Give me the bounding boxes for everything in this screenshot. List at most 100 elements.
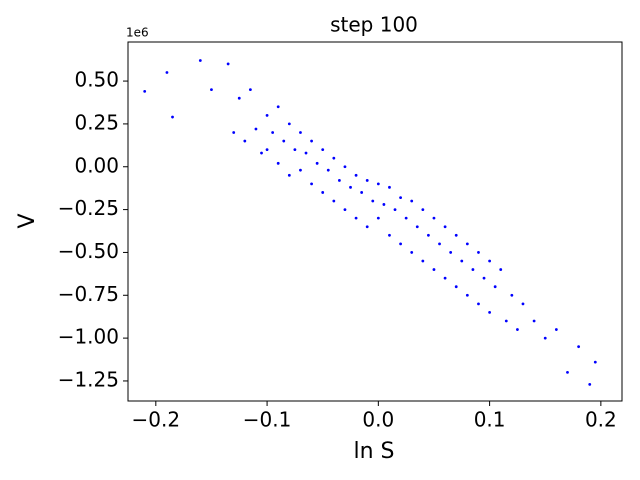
point — [276, 105, 280, 109]
point — [326, 168, 330, 172]
point — [593, 360, 597, 364]
point — [393, 208, 397, 211]
point — [310, 139, 313, 143]
point — [315, 161, 319, 165]
point — [198, 59, 202, 62]
point — [499, 268, 503, 271]
point — [438, 242, 441, 246]
point — [460, 259, 464, 263]
point — [410, 251, 414, 254]
point — [165, 71, 169, 74]
point — [265, 113, 269, 117]
point — [171, 115, 174, 119]
point — [488, 311, 491, 314]
point — [337, 179, 341, 182]
point — [226, 62, 230, 66]
point — [432, 216, 436, 220]
point — [415, 225, 419, 229]
point — [376, 182, 380, 186]
point — [477, 251, 480, 254]
point — [371, 199, 375, 203]
point — [454, 233, 458, 237]
point — [449, 251, 453, 254]
point — [388, 185, 391, 189]
chart-title: step 100 — [330, 13, 418, 37]
point — [210, 88, 213, 92]
point — [488, 259, 491, 263]
point — [399, 242, 402, 246]
point — [254, 127, 258, 131]
point — [376, 216, 380, 220]
point — [332, 156, 336, 160]
point — [343, 208, 347, 211]
point — [287, 173, 291, 177]
point — [321, 148, 325, 152]
point — [465, 293, 469, 297]
point — [321, 191, 325, 194]
point — [260, 151, 263, 155]
y-axis-label: V — [15, 213, 40, 228]
y-offset-label: 1e6 — [126, 26, 149, 40]
point — [304, 151, 308, 155]
point — [354, 216, 358, 220]
point — [248, 88, 252, 92]
point — [566, 370, 569, 374]
point — [554, 328, 558, 331]
point — [471, 268, 475, 271]
point — [388, 233, 391, 237]
x-axis-label: ln S — [353, 439, 394, 464]
point — [427, 233, 430, 237]
point — [543, 336, 547, 340]
point — [365, 225, 369, 229]
y-tick-label: −0.50 — [58, 239, 119, 263]
x-tick-label: 0.2 — [585, 408, 617, 432]
point — [243, 139, 247, 143]
point — [421, 259, 425, 263]
y-tick-label: −1.00 — [58, 325, 119, 349]
point — [493, 285, 497, 289]
point — [532, 319, 536, 323]
x-tick-label: −0.1 — [243, 408, 292, 432]
point — [399, 196, 402, 199]
point — [588, 382, 592, 386]
x-tick-label: −0.2 — [132, 408, 181, 432]
point — [443, 225, 447, 229]
point — [265, 148, 269, 152]
point — [332, 199, 336, 203]
point — [310, 182, 313, 186]
y-tick-label: −1.25 — [58, 367, 119, 391]
point — [454, 285, 458, 289]
y-tick-label: 0.25 — [74, 110, 119, 134]
point — [237, 96, 241, 100]
point — [510, 293, 514, 297]
point — [421, 208, 425, 211]
point — [354, 173, 358, 177]
point — [143, 89, 147, 93]
point — [465, 242, 469, 246]
point — [410, 199, 414, 203]
point — [349, 185, 352, 189]
point — [276, 161, 280, 165]
point — [504, 319, 508, 323]
y-tick-label: −0.75 — [58, 282, 119, 306]
x-tick-label: 0.1 — [474, 408, 506, 432]
point — [287, 122, 291, 126]
point — [382, 203, 386, 206]
point — [282, 139, 286, 143]
point — [299, 168, 302, 172]
y-tick-label: 0.00 — [74, 153, 119, 177]
point — [432, 268, 436, 271]
point — [360, 191, 364, 194]
point — [365, 179, 369, 182]
point — [271, 131, 275, 134]
y-tick-label: −0.25 — [58, 196, 119, 220]
point — [293, 148, 297, 152]
point — [299, 131, 302, 134]
point — [443, 276, 447, 280]
point — [343, 165, 347, 169]
point — [404, 216, 408, 220]
plot-frame — [127, 41, 623, 402]
y-tick-label: 0.50 — [74, 68, 119, 92]
point — [232, 131, 236, 134]
